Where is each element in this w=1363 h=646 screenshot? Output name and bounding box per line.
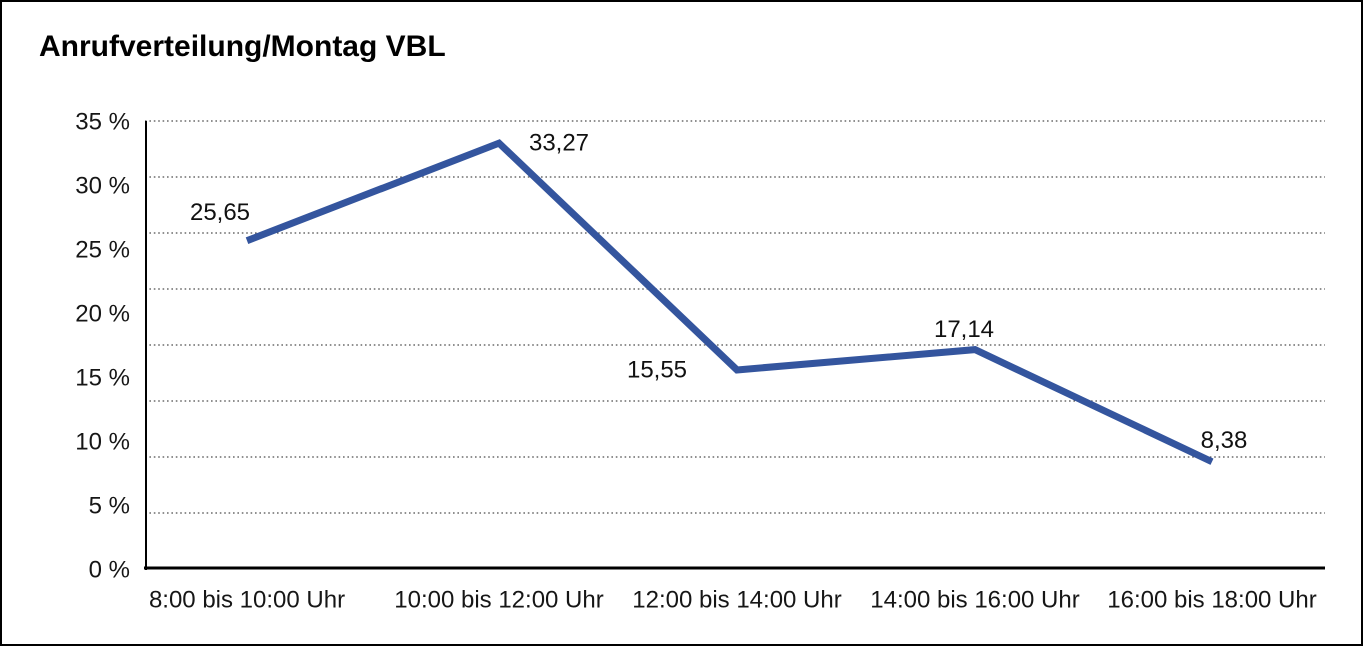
- x-category-label: 12:00 bis 14:00 Uhr: [632, 587, 841, 614]
- y-tick-label: 25 %: [75, 237, 130, 264]
- x-category-label: 10:00 bis 12:00 Uhr: [394, 587, 603, 614]
- x-category-label: 8:00 bis 10:00 Uhr: [149, 587, 345, 614]
- x-category-label: 16:00 bis 18:00 Uhr: [1107, 587, 1316, 614]
- chart-title: Anrufverteilung/Montag VBL: [39, 30, 446, 63]
- series-line: [245, 139, 1214, 465]
- y-tick-label: 0 %: [89, 557, 130, 584]
- y-tick-label: 35 %: [75, 109, 130, 136]
- y-tick-label: 10 %: [75, 429, 130, 456]
- point-value-label: 25,65: [190, 199, 250, 226]
- y-tick-label: 15 %: [75, 365, 130, 392]
- point-value-label: 33,27: [529, 130, 589, 157]
- y-tick-label: 20 %: [75, 301, 130, 328]
- point-value-label: 8,38: [1201, 427, 1248, 454]
- y-tick-label: 5 %: [89, 493, 130, 520]
- point-value-label: 15,55: [627, 356, 687, 383]
- x-category-label: 14:00 bis 16:00 Uhr: [870, 587, 1079, 614]
- y-tick-label: 30 %: [75, 173, 130, 200]
- point-value-label: 17,14: [934, 316, 994, 343]
